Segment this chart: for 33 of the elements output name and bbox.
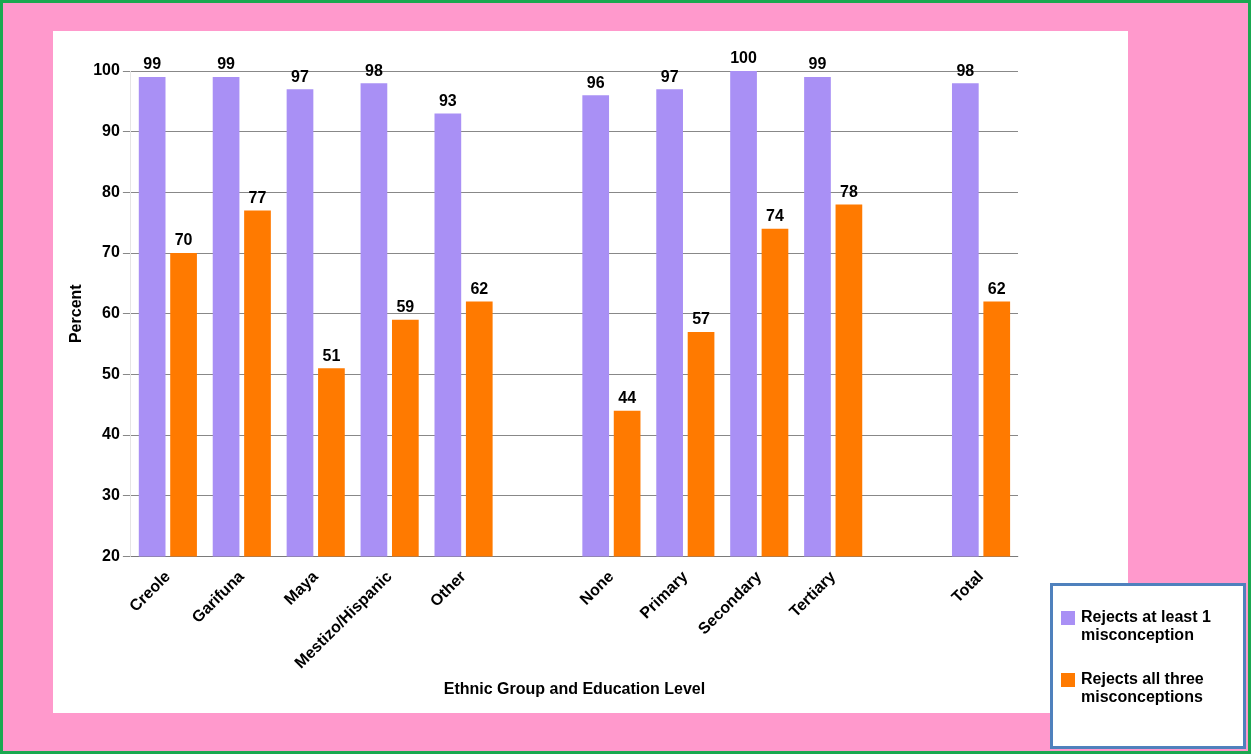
legend-label: Rejects at least 1 misconception	[1081, 608, 1212, 644]
y-tick-label: 40	[102, 425, 120, 443]
y-tick-label: 50	[102, 364, 120, 382]
data-label: 77	[248, 188, 267, 206]
data-label: 97	[660, 67, 679, 85]
data-label: 44	[618, 389, 637, 407]
data-label: 62	[470, 279, 489, 297]
y-axis-title: Percent	[67, 283, 85, 344]
data-label: 59	[396, 298, 415, 316]
data-label: 97	[291, 67, 309, 85]
data-label: 99	[808, 55, 827, 73]
data-label: 99	[217, 55, 236, 73]
y-tick-label: 90	[102, 122, 120, 140]
y-tick-label: 80	[102, 182, 120, 200]
data-label: 62	[987, 279, 1006, 297]
data-label: 51	[322, 346, 341, 364]
x-axis-title: Ethnic Group and Education Level	[443, 679, 706, 697]
data-label: 96	[586, 73, 605, 91]
y-tick-label: 70	[102, 243, 120, 261]
data-label: 70	[174, 231, 193, 249]
data-label: 78	[840, 182, 858, 200]
y-tick-label: 60	[102, 304, 120, 322]
data-label: 93	[438, 91, 457, 109]
data-label: 74	[766, 207, 784, 225]
y-tick-label: 100	[93, 61, 120, 79]
y-tick-label: 30	[102, 486, 120, 504]
data-label: 98	[365, 61, 383, 79]
y-tick-label: 20	[102, 546, 120, 564]
data-label: 57	[692, 310, 711, 328]
data-label: 100	[730, 49, 757, 67]
legend-label: Rejects all three misconceptions	[1081, 670, 1205, 706]
data-label: 99	[143, 55, 162, 73]
data-label: 98	[956, 61, 975, 79]
